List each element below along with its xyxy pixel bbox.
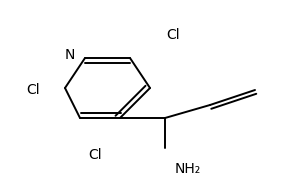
Text: NH₂: NH₂ (175, 162, 201, 176)
Text: N: N (64, 48, 75, 62)
Text: Cl: Cl (166, 28, 180, 42)
Text: Cl: Cl (88, 148, 102, 162)
Text: Cl: Cl (26, 83, 40, 97)
